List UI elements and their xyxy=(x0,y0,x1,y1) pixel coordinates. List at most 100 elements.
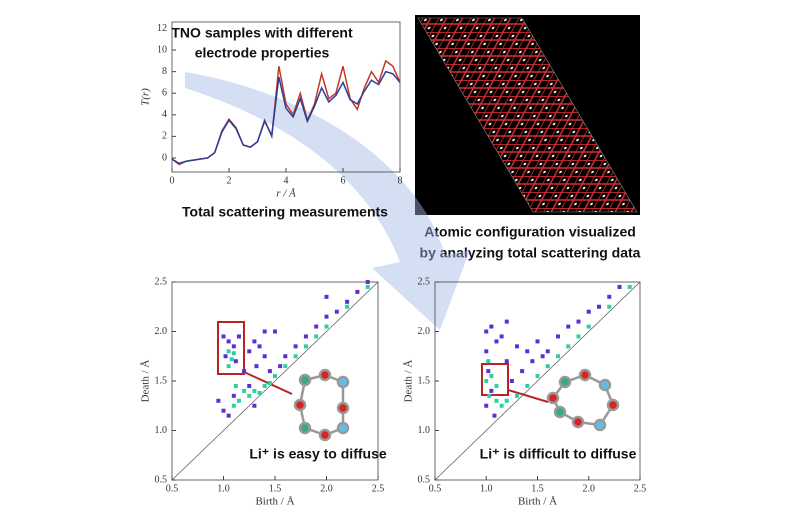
point xyxy=(242,369,247,374)
point xyxy=(247,349,252,354)
line xyxy=(171,70,401,165)
point xyxy=(226,364,231,369)
x-tick-label: 0.5 xyxy=(429,483,442,494)
highlight-box xyxy=(481,363,509,396)
caption: Atomic configuration visualized xyxy=(424,224,636,240)
point xyxy=(324,314,329,319)
point xyxy=(226,349,231,354)
point xyxy=(273,374,277,379)
x-tick-label: 1.0 xyxy=(480,483,493,494)
point xyxy=(231,351,236,356)
diagonal xyxy=(434,281,641,481)
point xyxy=(566,324,571,329)
point xyxy=(484,379,489,383)
highlight-box xyxy=(217,321,245,375)
point xyxy=(607,294,612,299)
point xyxy=(504,398,509,403)
point xyxy=(345,299,350,304)
point xyxy=(216,398,221,403)
annotation: Li⁺ is easy to diffuse xyxy=(249,446,387,462)
point xyxy=(484,403,489,408)
y-tick-label: 2.5 xyxy=(418,276,431,287)
point xyxy=(576,319,581,324)
y-tick-label: 1.5 xyxy=(418,375,431,386)
point xyxy=(489,374,494,379)
point xyxy=(494,383,499,388)
ring-molecule xyxy=(546,368,620,432)
y-tick-label: 12 xyxy=(157,23,167,34)
point xyxy=(489,388,494,393)
point xyxy=(254,364,259,369)
x-axis-label: r / Å xyxy=(276,188,296,200)
point xyxy=(627,284,632,289)
point xyxy=(221,408,226,413)
point xyxy=(540,354,545,359)
y-tick-label: 2 xyxy=(162,131,167,142)
y-tick-label: 2.0 xyxy=(155,326,168,337)
point xyxy=(487,393,492,398)
point xyxy=(262,354,267,359)
point xyxy=(223,354,228,359)
point xyxy=(586,309,591,314)
point xyxy=(484,329,489,334)
y-axis-label: Death / Å xyxy=(403,360,415,403)
point xyxy=(226,413,231,418)
x-tick-label: 6 xyxy=(341,175,346,186)
x-tick-label: 8 xyxy=(398,175,403,186)
point xyxy=(233,359,238,364)
x-tick-label: 0 xyxy=(170,175,175,186)
y-tick-label: 10 xyxy=(157,44,167,55)
x-tick-label: 1.5 xyxy=(269,483,282,494)
point xyxy=(486,359,491,364)
y-tick-label: 1.5 xyxy=(155,375,168,386)
point xyxy=(231,393,236,398)
point xyxy=(226,339,231,344)
point xyxy=(267,380,272,385)
point xyxy=(504,319,509,324)
point xyxy=(556,354,560,359)
point xyxy=(545,364,550,369)
y-tick-label: 1.0 xyxy=(155,425,168,436)
point xyxy=(492,413,497,418)
point xyxy=(345,304,350,309)
point xyxy=(262,383,267,388)
y-tick-label: 6 xyxy=(162,88,167,99)
point xyxy=(267,369,272,374)
point xyxy=(556,334,560,339)
arrow xyxy=(185,72,470,330)
point xyxy=(324,324,329,329)
point xyxy=(257,344,262,349)
x-tick-label: 4 xyxy=(284,175,289,186)
point xyxy=(515,344,519,349)
point xyxy=(247,393,252,398)
y-axis-label: T(r) xyxy=(140,88,152,106)
annotation: TNO samples with different xyxy=(171,25,353,41)
y-tick-label: 1.0 xyxy=(418,425,431,436)
point xyxy=(520,369,525,374)
point xyxy=(231,403,236,408)
point xyxy=(489,324,494,329)
point xyxy=(324,294,329,299)
x-axis-label: Birth / Å xyxy=(255,496,294,508)
x-tick-label: 2.0 xyxy=(320,483,333,494)
caption: by analyzing total scattering data xyxy=(420,245,641,261)
y-axis-label: Death / Å xyxy=(140,360,152,403)
lattice xyxy=(417,17,638,213)
point xyxy=(314,334,319,339)
x-tick-label: 2 xyxy=(227,175,232,186)
point xyxy=(607,304,612,309)
annotation: Total scattering measurements xyxy=(182,204,388,220)
ring-molecule xyxy=(293,368,350,442)
point xyxy=(365,284,370,289)
point xyxy=(617,284,622,289)
annotation: Li⁺ is difficult to diffuse xyxy=(480,446,637,462)
x-tick-label: 1.0 xyxy=(217,483,230,494)
point xyxy=(236,334,241,339)
x-tick-label: 0.5 xyxy=(166,483,179,494)
point xyxy=(334,309,339,314)
point xyxy=(221,334,226,339)
y-tick-label: 0.5 xyxy=(418,474,431,485)
point xyxy=(535,339,540,344)
point xyxy=(231,344,236,349)
